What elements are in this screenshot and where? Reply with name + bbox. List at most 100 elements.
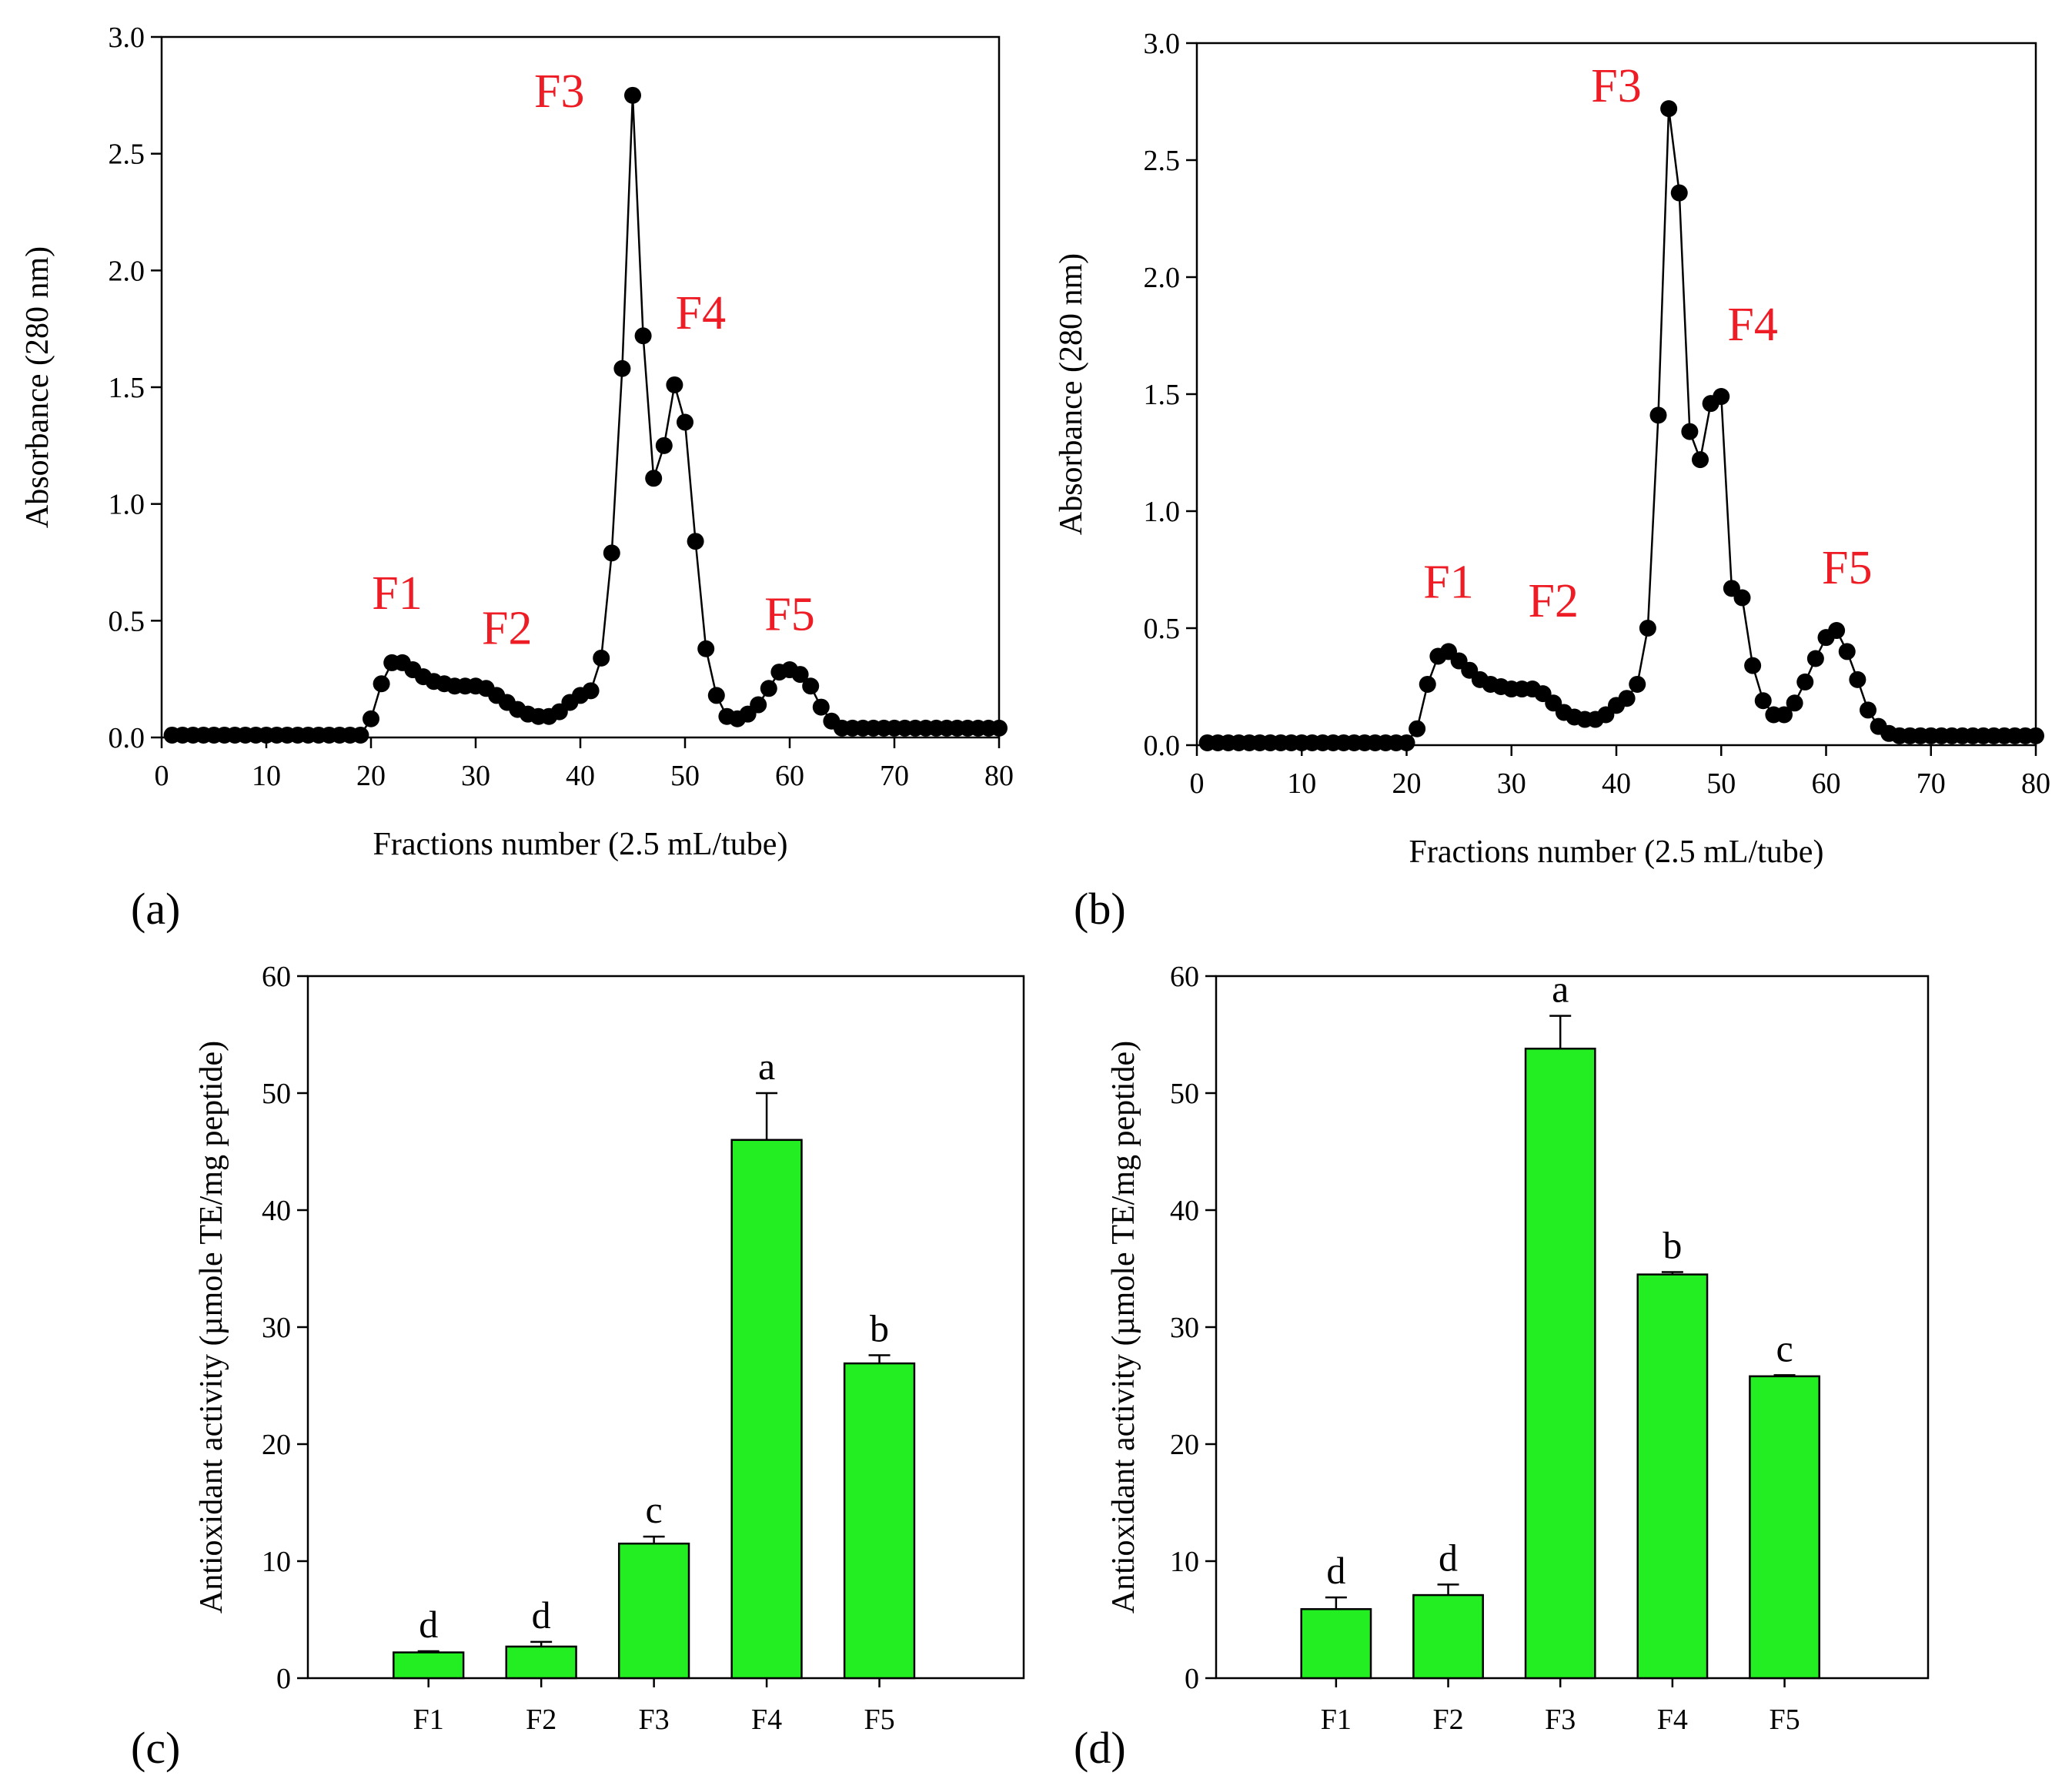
fraction-label: F3 <box>1591 60 1641 112</box>
fraction-label: F5 <box>764 588 814 640</box>
y-tick-label: 0.0 <box>109 722 145 754</box>
data-point <box>634 327 652 345</box>
x-tick-label: 60 <box>1812 767 1841 800</box>
x-tick-label: 40 <box>1602 767 1631 800</box>
x-tick-label: 40 <box>566 760 595 792</box>
x-axis-title: Fractions number (2.5 mL/tube) <box>373 827 788 862</box>
data-point <box>1860 701 1876 719</box>
significance-label: d <box>1326 1549 1345 1592</box>
data-point <box>352 726 369 744</box>
y-tick-label: 10 <box>262 1546 291 1578</box>
y-tick-label: 30 <box>1170 1312 1199 1344</box>
data-point <box>624 86 641 104</box>
panel-label: (c) <box>131 1723 180 1773</box>
data-point <box>1733 589 1751 607</box>
data-point <box>1639 620 1656 637</box>
y-tick-label: 40 <box>1170 1195 1199 1227</box>
fraction-label: F2 <box>482 603 532 655</box>
data-point <box>1629 675 1646 693</box>
y-tick-label: 3.0 <box>109 22 145 54</box>
y-tick-label: 2.0 <box>109 255 145 287</box>
bar <box>1636 1273 1709 1680</box>
significance-label: d <box>1439 1536 1458 1579</box>
y-tick-label: 0 <box>1185 1663 1199 1695</box>
fraction-label: F1 <box>372 567 422 620</box>
x-tick-label: 0 <box>155 760 169 792</box>
y-tick-label: 40 <box>262 1195 291 1227</box>
data-point <box>1828 622 1846 640</box>
data-point <box>1713 388 1730 406</box>
panel-label: (d) <box>1074 1723 1126 1773</box>
fraction-label: F4 <box>1727 299 1777 351</box>
x-tick-label: 70 <box>1917 767 1946 800</box>
data-point <box>1649 406 1667 424</box>
category-label: F3 <box>1545 1704 1576 1736</box>
data-point <box>1409 720 1426 737</box>
x-axis-title: Fractions number (2.5 mL/tube) <box>1409 834 1824 870</box>
y-tick-label: 1.0 <box>109 489 145 521</box>
data-point <box>1692 451 1709 469</box>
category-label: F1 <box>1321 1704 1352 1736</box>
significance-label: c <box>1776 1326 1793 1369</box>
category-label: F2 <box>1432 1704 1463 1736</box>
bar <box>617 1542 690 1680</box>
data-point <box>603 544 620 562</box>
bar <box>1524 1047 1596 1680</box>
data-point <box>1838 643 1856 660</box>
data-point <box>760 680 777 697</box>
plot-frame <box>1195 42 2037 747</box>
panel-label: (b) <box>1074 884 1126 934</box>
data-point <box>1670 184 1688 202</box>
data-point <box>1754 692 1772 710</box>
fraction-label: F1 <box>1423 556 1473 608</box>
significance-label: d <box>419 1603 438 1646</box>
y-tick-label: 2.5 <box>1144 145 1181 177</box>
data-point <box>593 649 610 667</box>
plot-frame <box>160 35 1001 739</box>
data-point <box>645 470 663 487</box>
series-line <box>1207 108 2036 744</box>
significance-label: a <box>1552 968 1569 1011</box>
bar <box>843 1362 916 1680</box>
panel-a: 0.0 0.5 1.0 1.5 2.0 2.5 3.0 Absorbance (280 nm)… <box>20 22 1014 934</box>
data-point <box>750 696 767 714</box>
x-tick-label: 20 <box>1392 767 1422 800</box>
fraction-label: F5 <box>1822 542 1872 594</box>
x-tick-label: 30 <box>1497 767 1526 800</box>
y-tick-label: 30 <box>262 1312 291 1344</box>
y-axis-title: Absorbance (280 nm) <box>1054 253 1089 535</box>
y-tick-label: 1.5 <box>109 372 145 404</box>
x-tick-label: 50 <box>1706 767 1736 800</box>
data-point <box>655 436 673 454</box>
category-label: F4 <box>751 1704 782 1736</box>
fraction-label: F2 <box>1529 575 1579 627</box>
x-tick-label: 10 <box>252 760 281 792</box>
fraction-label: F3 <box>534 65 584 118</box>
data-point <box>812 698 830 716</box>
data-point <box>373 675 390 693</box>
panel-b: 0.0 0.5 1.0 1.5 2.0 2.5 3.0 Absorbance (280 nm)… <box>1054 28 2050 934</box>
data-point <box>1419 675 1436 693</box>
data-point <box>802 677 820 695</box>
data-point <box>687 533 704 550</box>
bar <box>1412 1593 1484 1680</box>
category-label: F5 <box>864 1704 894 1736</box>
y-tick-label: 20 <box>1170 1429 1199 1461</box>
data-point <box>1681 423 1699 440</box>
data-point <box>582 682 600 700</box>
x-tick-label: 30 <box>461 760 490 792</box>
x-tick-label: 70 <box>880 760 909 792</box>
data-point <box>1796 673 1814 691</box>
y-tick-label: 3.0 <box>1144 28 1181 60</box>
category-label: F4 <box>1657 1704 1688 1736</box>
data-point <box>677 413 693 431</box>
y-tick-label: 50 <box>1170 1078 1199 1110</box>
y-tick-label: 10 <box>1170 1546 1199 1578</box>
panel-label: (a) <box>131 884 180 934</box>
bar <box>1300 1608 1372 1680</box>
data-point <box>1744 657 1762 674</box>
y-tick-label: 60 <box>262 961 291 993</box>
y-tick-label: 2.0 <box>1144 262 1181 294</box>
y-tick-label: 60 <box>1170 961 1199 993</box>
y-tick-label: 0 <box>276 1663 291 1695</box>
